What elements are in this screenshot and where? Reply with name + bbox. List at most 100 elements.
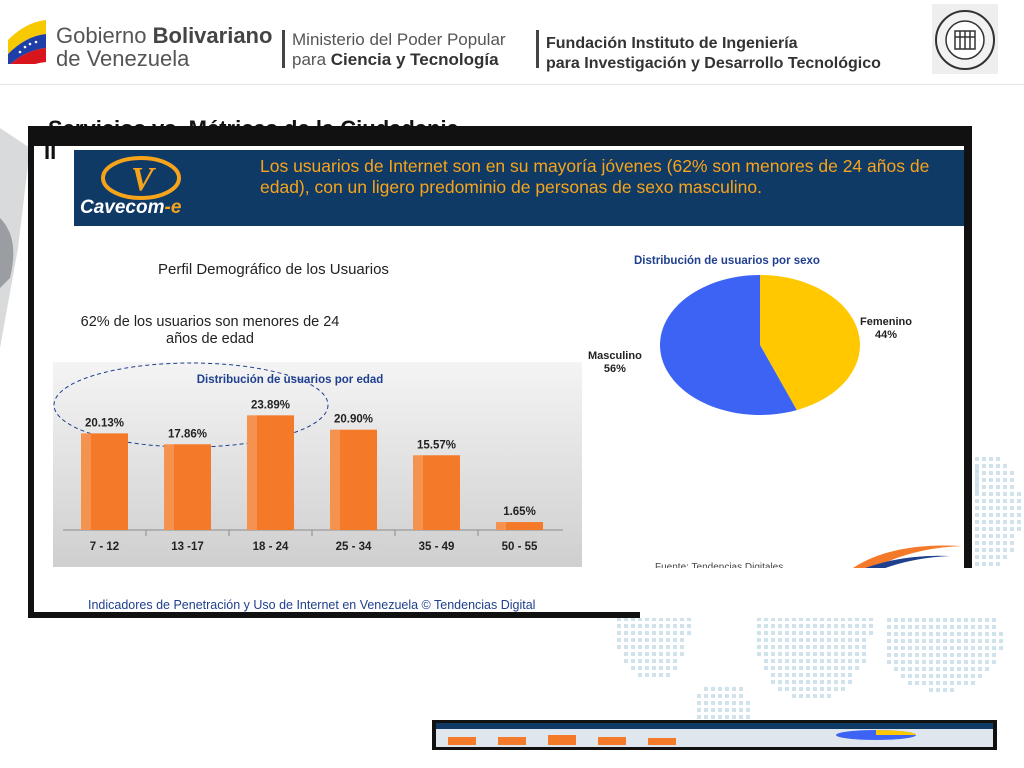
pie-label-masculino: Masculino 56% [588, 350, 642, 376]
map-dot [785, 624, 789, 628]
map-dot [982, 520, 986, 524]
map-dot [813, 680, 817, 684]
map-dot [901, 618, 905, 622]
map-dot [617, 631, 621, 635]
bar-value-label: 17.86% [168, 428, 207, 440]
map-dot [813, 659, 817, 663]
x-tick-label: 50 - 55 [502, 541, 538, 553]
map-dot [725, 694, 729, 698]
map-dot [908, 667, 912, 671]
map-dot [785, 673, 789, 677]
map-dot [922, 674, 926, 678]
map-dot [638, 617, 642, 621]
bar-highlight [413, 455, 423, 530]
map-dot [778, 673, 782, 677]
map-dot [827, 631, 831, 635]
map-dot [659, 652, 663, 656]
map-dot [666, 659, 670, 663]
map-dot [652, 673, 656, 677]
map-dot [834, 645, 838, 649]
demographic-profile-title: Perfil Demográfico de los Usuarios [158, 261, 389, 278]
map-dot [778, 659, 782, 663]
map-dot [792, 624, 796, 628]
map-dot [813, 687, 817, 691]
map-dot [957, 660, 961, 664]
map-dot [841, 666, 845, 670]
map-dot [996, 506, 1000, 510]
map-dot [978, 639, 982, 643]
map-dot [785, 638, 789, 642]
map-dot [799, 617, 803, 621]
map-dot [638, 638, 642, 642]
map-dot [764, 631, 768, 635]
map-dot [989, 457, 993, 461]
map-dot [739, 694, 743, 698]
map-dot [680, 652, 684, 656]
map-dot [996, 541, 1000, 545]
map-dot [645, 652, 649, 656]
map-dot [1010, 513, 1014, 517]
map-dot [950, 625, 954, 629]
map-dot [785, 680, 789, 684]
map-dot [887, 646, 891, 650]
map-dot [841, 652, 845, 656]
map-dot [631, 652, 635, 656]
gov-line2: de Venezuela [56, 46, 190, 71]
map-dot [855, 645, 859, 649]
map-dot [725, 701, 729, 705]
map-dot [718, 708, 722, 712]
map-dot [869, 617, 873, 621]
map-dot [950, 639, 954, 643]
map-dot [929, 688, 933, 692]
map-dot [799, 694, 803, 698]
map-dot [652, 631, 656, 635]
map-dot [1003, 527, 1007, 531]
map-dot [771, 673, 775, 677]
map-dot [631, 645, 635, 649]
header-divider [536, 30, 539, 68]
map-dot [1010, 485, 1014, 489]
map-dot [936, 674, 940, 678]
map-dot [813, 652, 817, 656]
map-dot [996, 548, 1000, 552]
map-dot [792, 645, 796, 649]
map-dot [943, 653, 947, 657]
map-dot [645, 617, 649, 621]
map-dot [964, 667, 968, 671]
map-dot [841, 673, 845, 677]
map-dot [975, 485, 979, 489]
map-dot [992, 653, 996, 657]
map-dot [922, 632, 926, 636]
bar-13-17 [164, 444, 211, 530]
map-dot [617, 624, 621, 628]
slide-thumbnail-preview[interactable] [436, 723, 993, 747]
map-dot [1010, 478, 1014, 482]
map-dot [975, 520, 979, 524]
map-dot [915, 674, 919, 678]
map-dot [992, 632, 996, 636]
map-dot [820, 659, 824, 663]
map-dot [631, 659, 635, 663]
map-dot [862, 652, 866, 656]
map-dot [725, 715, 729, 719]
map-dot [659, 659, 663, 663]
map-dot [697, 694, 701, 698]
foundation-seal-icon [932, 4, 998, 74]
map-dot [659, 617, 663, 621]
bar-highlight [330, 429, 340, 530]
map-dot [964, 674, 968, 678]
map-dot [631, 666, 635, 670]
map-dot [666, 666, 670, 670]
map-dot [929, 667, 933, 671]
map-dot [778, 652, 782, 656]
map-dot [841, 680, 845, 684]
map-dot [806, 666, 810, 670]
map-dot [813, 617, 817, 621]
header-banner [74, 150, 964, 226]
map-dot [841, 659, 845, 663]
cavecom-logo: V [75, 150, 208, 226]
map-dot [666, 617, 670, 621]
map-dot [673, 652, 677, 656]
map-dot [757, 631, 761, 635]
bar-highlight [164, 444, 174, 530]
